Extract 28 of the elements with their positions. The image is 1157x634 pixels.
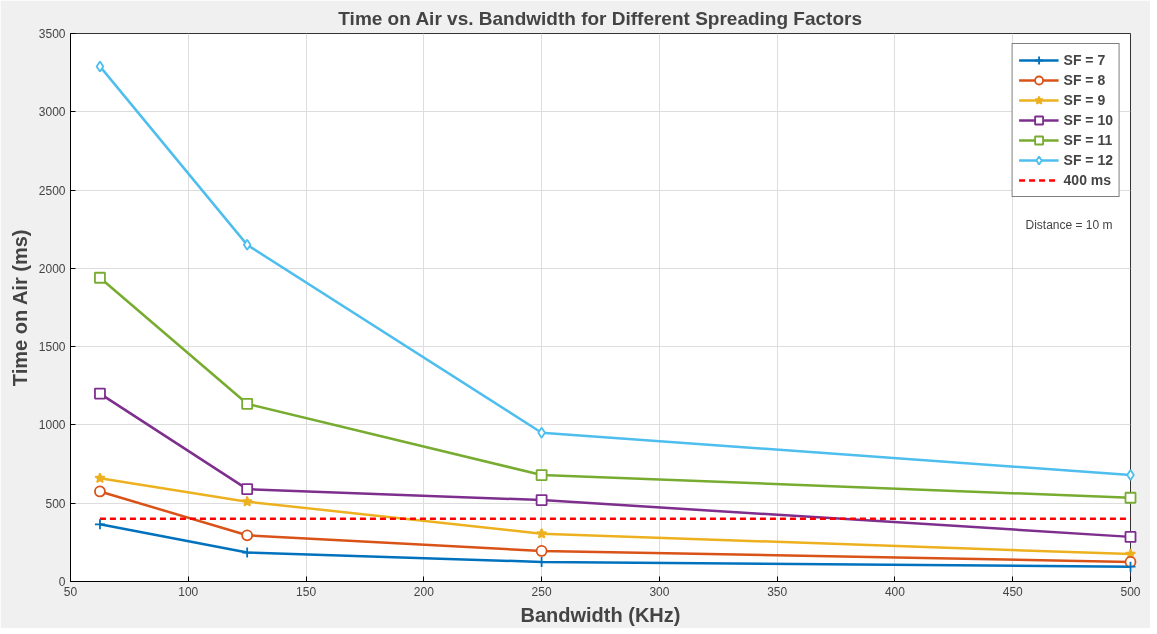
legend-label: SF = 8 <box>1063 71 1106 89</box>
y-axis-title: Time on Air (ms) <box>8 229 31 387</box>
y-tick-label: 1000 <box>38 418 66 433</box>
x-tick-label: 300 <box>649 584 670 599</box>
y-tick-label: 3000 <box>38 105 66 120</box>
x-tick-label: 100 <box>178 584 199 599</box>
legend-label: SF = 11 <box>1063 131 1113 149</box>
legend-label: SF = 10 <box>1063 111 1113 129</box>
y-tick-label: 0 <box>58 575 66 589</box>
legend-label: SF = 9 <box>1063 91 1106 109</box>
x-tick-label: 350 <box>767 584 788 599</box>
x-tick-label: 500 <box>1120 584 1141 599</box>
x-tick-label: 200 <box>413 584 435 599</box>
x-tick-label: 250 <box>531 584 552 599</box>
chart-title: Time on Air vs. Bandwidth for Different Spreading Factors <box>338 7 862 29</box>
annotation: Distance = 10 m <box>1025 217 1113 232</box>
y-tick-label: 1500 <box>38 340 66 355</box>
x-tick-label: 400 <box>884 584 906 599</box>
y-tick-label: 3500 <box>38 27 66 41</box>
y-tick-label: 2500 <box>38 183 66 198</box>
legend-label: SF = 7 <box>1063 51 1106 69</box>
y-tick-label: 2000 <box>38 261 66 276</box>
legend-label: 400 ms <box>1063 171 1112 189</box>
y-tick-label: 500 <box>45 496 66 511</box>
x-axis-title: Bandwidth (KHz) <box>520 603 681 626</box>
legend-label: SF = 12 <box>1063 151 1113 169</box>
x-tick-label: 150 <box>296 584 317 599</box>
x-tick-label: 450 <box>1002 584 1024 599</box>
